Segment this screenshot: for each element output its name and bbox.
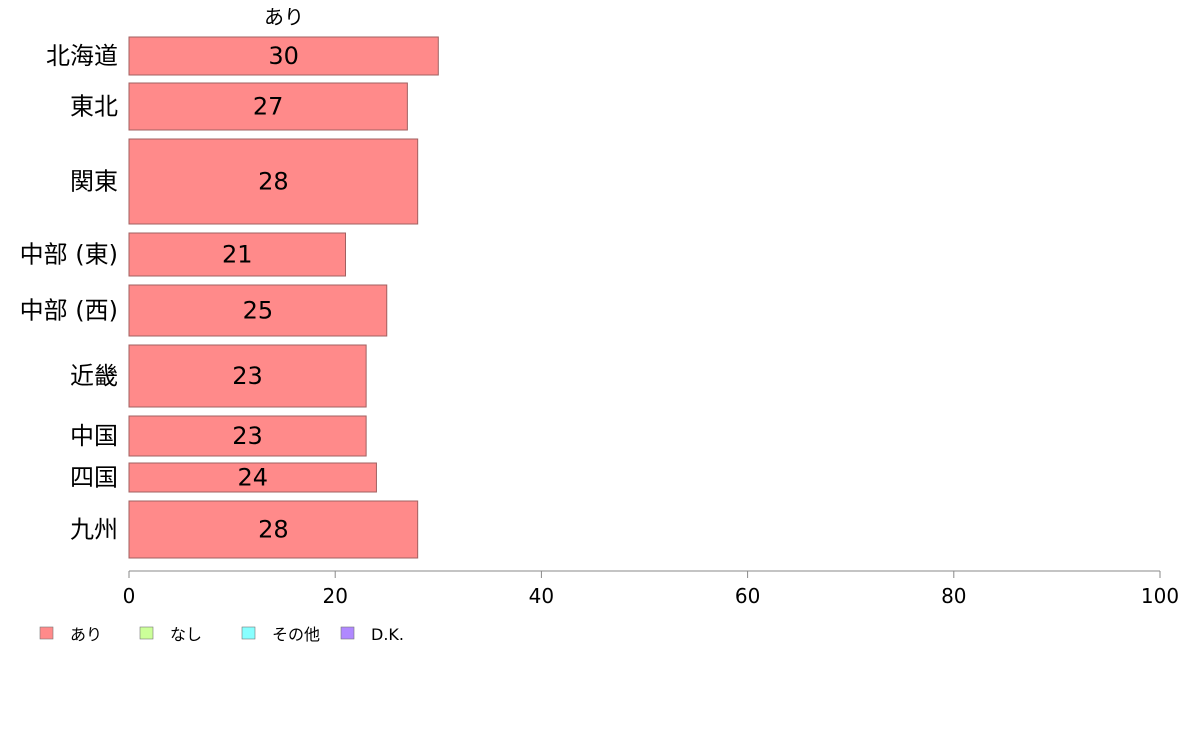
legend-swatch <box>340 626 355 640</box>
bar <box>128 284 388 337</box>
bars-group: 30 北海道 27 東北 28 関東 21 中部 (東) 25 中部 (西) 23 近畿 23 中国 24 四… <box>20 36 439 559</box>
category-label: 四国 <box>70 464 118 492</box>
legend-swatch <box>241 626 256 640</box>
legend-label: あり <box>70 625 102 644</box>
bar <box>128 344 367 408</box>
bar-value-label: 21 <box>222 241 253 269</box>
category-label: 中国 <box>70 422 118 450</box>
bar <box>128 138 419 225</box>
category-label: 東北 <box>70 93 118 121</box>
bar-value-label: 28 <box>258 516 289 544</box>
x-tick-label: 40 <box>529 584 554 608</box>
x-axis: 0 20 40 60 80 100 <box>123 570 1179 608</box>
bar-value-label: 27 <box>253 93 284 121</box>
bar-value-label: 28 <box>258 168 289 196</box>
legend-label: D.K. <box>371 625 404 644</box>
bar-value-label: 24 <box>237 464 268 492</box>
legend-label: その他 <box>272 625 320 644</box>
x-tick-label: 0 <box>123 584 136 608</box>
legend-label: なし <box>170 625 202 644</box>
bar-value-label: 25 <box>243 297 274 325</box>
category-label: 近畿 <box>70 362 118 390</box>
bar <box>128 500 419 559</box>
legend: あり なし その他 D.K. <box>39 625 404 644</box>
x-tick-label: 100 <box>1141 584 1179 608</box>
chart-title: あり <box>264 5 304 29</box>
bar-value-label: 23 <box>232 362 263 390</box>
category-label: 北海道 <box>46 42 118 70</box>
category-label: 九州 <box>70 516 118 544</box>
bar-value-label: 30 <box>268 42 299 70</box>
bar <box>128 36 439 76</box>
bar <box>128 415 367 457</box>
category-label: 中部 (西) <box>20 297 118 325</box>
x-tick-label: 20 <box>322 584 347 608</box>
bar-value-label: 23 <box>232 422 263 450</box>
bar <box>128 232 347 277</box>
bar <box>128 462 377 493</box>
category-label: 中部 (東) <box>20 241 118 269</box>
x-tick-label: 80 <box>941 584 966 608</box>
bar <box>128 82 408 131</box>
legend-swatch <box>139 626 154 640</box>
x-tick-label: 60 <box>735 584 760 608</box>
legend-swatch <box>39 626 54 640</box>
category-label: 関東 <box>70 168 118 196</box>
